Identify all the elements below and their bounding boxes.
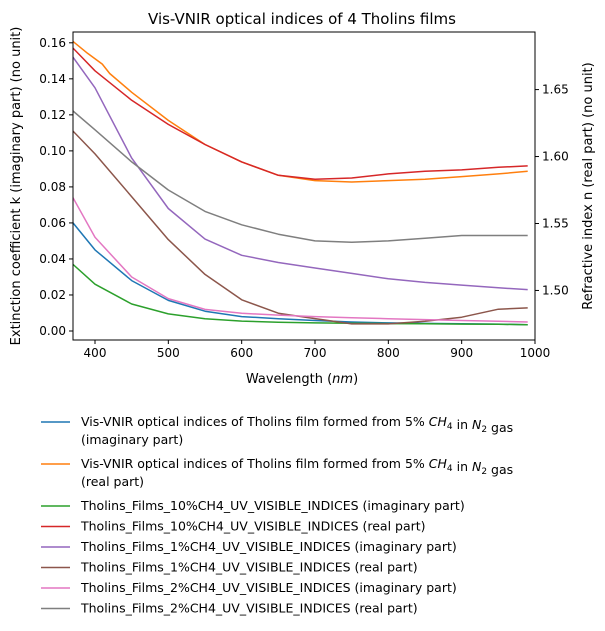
y-left-tick-label: 0.16: [39, 36, 66, 50]
x-tick-label: 400: [84, 346, 107, 360]
legend: Vis-VNIR optical indices of Tholins film…: [41, 414, 513, 616]
y-left-tick-label: 0.06: [39, 216, 66, 230]
legend-label-2-line2: (real part): [81, 474, 144, 489]
y-right-tick-label: 1.55: [542, 216, 569, 230]
y-left-tick-label: 0.08: [39, 180, 66, 194]
series-line-5: [73, 56, 528, 291]
y-left-axis-ticks: 0.00 0.02 0.04 0.06 0.08 0.10 0.12 0.14 0.16: [39, 36, 73, 338]
series-lines: [73, 40, 528, 326]
x-tick-label: 700: [304, 346, 327, 360]
y-left-tick-label: 0.04: [39, 252, 66, 266]
series-line-6: [73, 130, 528, 325]
y-right-tick-label: 1.60: [542, 150, 569, 164]
x-axis-ticks: 400 500 600 700 800 900 1000: [84, 340, 551, 360]
plot-frame: [72, 31, 536, 341]
y-left-axis-label: Extinction coefficient k (imaginary part…: [9, 27, 24, 346]
series-line-7: [73, 197, 528, 323]
legend-label-1-line2: (imaginary part): [81, 432, 183, 447]
x-tick-label: 800: [377, 346, 400, 360]
legend-label-5: Tholins_Films_1%CH4_UV_VISIBLE_INDICES (…: [80, 539, 457, 554]
y-left-tick-label: 0.12: [39, 108, 66, 122]
y-left-tick-label: 0.14: [39, 72, 66, 86]
chart-title: Vis-VNIR optical indices of 4 Tholins fi…: [148, 10, 456, 28]
legend-label-4: Tholins_Films_10%CH4_UV_VISIBLE_INDICES …: [80, 519, 426, 534]
y-right-axis-ticks: 1.50 1.55 1.60 1.65: [535, 83, 569, 297]
legend-label-6: Tholins_Films_1%CH4_UV_VISIBLE_INDICES (…: [80, 560, 418, 575]
y-left-tick-label: 0.00: [39, 324, 66, 338]
y-left-tick-label: 0.10: [39, 144, 66, 158]
legend-label-7: Tholins_Films_2%CH4_UV_VISIBLE_INDICES (…: [80, 580, 457, 595]
legend-label-1: Vis-VNIR optical indices of Tholins film…: [81, 414, 513, 435]
y-left-tick-label: 0.02: [39, 288, 66, 302]
series-line-4: [73, 47, 528, 181]
x-tick-label: 600: [230, 346, 253, 360]
series-line-8: [73, 110, 528, 243]
legend-label-8: Tholins_Films_2%CH4_UV_VISIBLE_INDICES (…: [80, 601, 418, 616]
legend-label-2: Vis-VNIR optical indices of Tholins film…: [81, 456, 513, 477]
x-axis-label: Wavelength (nm): [246, 372, 358, 387]
x-tick-label: 1000: [520, 346, 551, 360]
y-right-tick-label: 1.50: [542, 283, 569, 297]
series-line-2: [73, 40, 528, 183]
y-right-tick-label: 1.65: [542, 83, 569, 97]
x-tick-label: 900: [450, 346, 473, 360]
series-line-3: [73, 263, 528, 326]
legend-label-3: Tholins_Films_10%CH4_UV_VISIBLE_INDICES …: [80, 498, 465, 513]
y-right-axis-label: Refractive index n (real part) (no unit): [581, 62, 596, 309]
x-tick-label: 500: [157, 346, 180, 360]
